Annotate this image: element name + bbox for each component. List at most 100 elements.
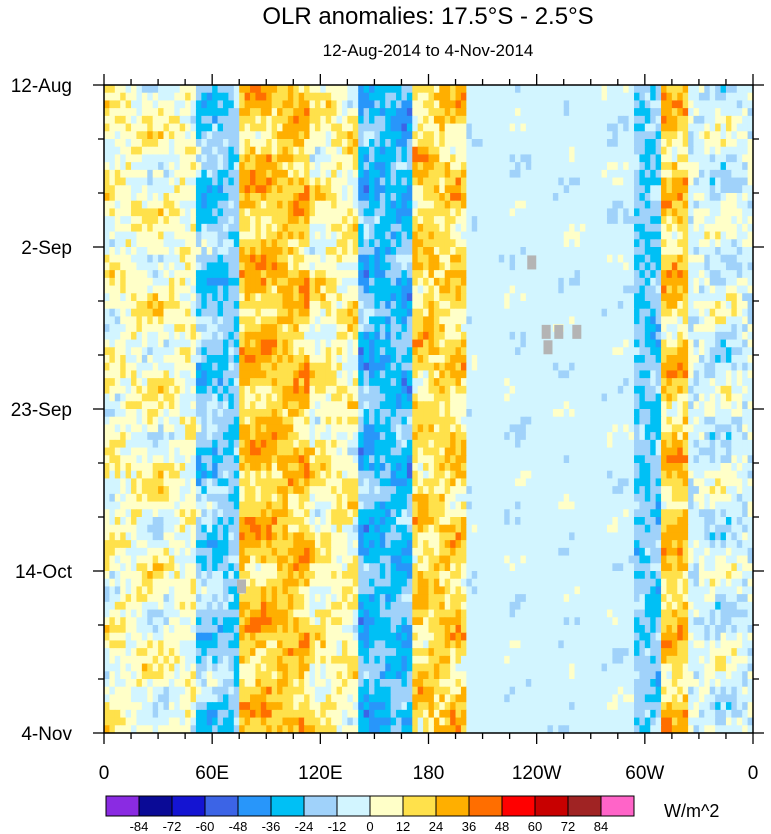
- field-cell: [239, 115, 246, 125]
- field-cell: [158, 262, 165, 271]
- field-cell: [515, 331, 522, 341]
- field-cell: [650, 355, 657, 364]
- field-cell: [358, 185, 365, 194]
- field-cell: [623, 193, 630, 202]
- field-cell: [179, 108, 186, 117]
- field-cell: [206, 247, 213, 256]
- field-cell: [168, 362, 175, 372]
- field-cell: [547, 270, 554, 279]
- field-cell: [412, 177, 419, 186]
- field-cell: [369, 193, 376, 202]
- field-cell: [363, 308, 370, 318]
- field-cell: [455, 362, 462, 372]
- field-cell: [677, 370, 684, 379]
- field-cell: [747, 216, 754, 225]
- field-cell: [498, 231, 505, 240]
- field-cell: [509, 362, 516, 372]
- field-cell: [428, 208, 435, 217]
- field-cell: [396, 308, 403, 318]
- field-cell: [390, 339, 397, 348]
- field-cell: [617, 108, 624, 117]
- field-cell: [650, 385, 657, 395]
- field-cell: [417, 385, 424, 395]
- field-cell: [525, 231, 532, 240]
- field-cell: [720, 324, 727, 333]
- field-cell: [347, 316, 354, 325]
- field-cell: [709, 123, 716, 132]
- field-cell: [563, 247, 570, 256]
- field-cell: [320, 193, 327, 202]
- field-cell: [401, 146, 408, 156]
- field-cell: [590, 123, 597, 132]
- field-cell: [682, 115, 689, 125]
- field-cell: [704, 100, 711, 109]
- field-cell: [163, 139, 170, 148]
- field-cell: [125, 247, 132, 256]
- field-cell: [104, 285, 111, 294]
- field-cell: [239, 200, 246, 210]
- field-cell: [260, 216, 267, 225]
- field-cell: [644, 185, 651, 194]
- field-cell: [109, 370, 116, 379]
- field-cell: [552, 301, 559, 310]
- field-cell: [120, 177, 127, 186]
- field-cell: [617, 200, 624, 210]
- field-cell: [688, 200, 695, 210]
- field-cell: [282, 223, 289, 233]
- field-cell: [125, 293, 132, 302]
- field-cell: [715, 85, 722, 94]
- field-cell: [152, 393, 159, 402]
- field-cell: [320, 216, 327, 225]
- field-cell: [428, 123, 435, 132]
- field-cell: [255, 216, 262, 225]
- field-cell: [482, 277, 489, 287]
- field-cell: [239, 362, 246, 372]
- field-cell: [471, 270, 478, 279]
- field-cell: [250, 370, 257, 379]
- field-cell: [590, 92, 597, 102]
- field-cell: [131, 108, 138, 117]
- field-cell: [282, 316, 289, 325]
- field-cell: [369, 185, 376, 194]
- field-cell: [498, 123, 505, 132]
- field-cell: [590, 115, 597, 125]
- field-cell: [596, 247, 603, 256]
- field-cell: [639, 200, 646, 210]
- field-cell: [179, 378, 186, 387]
- field-cell: [428, 285, 435, 294]
- field-cell: [206, 393, 213, 402]
- field-cell: [563, 277, 570, 287]
- field-cell: [244, 316, 251, 325]
- field-cell: [590, 355, 597, 364]
- field-cell: [147, 239, 154, 248]
- field-cell: [260, 316, 267, 325]
- field-cell: [671, 216, 678, 225]
- field-cell: [331, 231, 338, 240]
- field-cell: [455, 393, 462, 402]
- field-cell: [661, 85, 668, 94]
- field-cell: [450, 378, 457, 387]
- field-cell: [282, 355, 289, 364]
- field-cell: [358, 177, 365, 186]
- field-cell: [731, 385, 738, 395]
- field-cell: [682, 270, 689, 279]
- field-cell: [282, 177, 289, 186]
- field-cell: [195, 115, 202, 125]
- field-cell: [455, 200, 462, 210]
- field-cell: [477, 208, 484, 217]
- field-cell: [401, 308, 408, 318]
- field-cell: [471, 100, 478, 109]
- field-cell: [520, 285, 527, 294]
- field-cell: [417, 208, 424, 217]
- field-cell: [347, 293, 354, 302]
- field-cell: [293, 115, 300, 125]
- field-cell: [217, 239, 224, 248]
- field-cell: [212, 270, 219, 279]
- field-cell: [228, 277, 235, 287]
- field-cell: [552, 378, 559, 387]
- field-cell: [185, 277, 192, 287]
- field-cell: [709, 378, 716, 387]
- field-cell: [433, 162, 440, 171]
- field-cell: [293, 200, 300, 210]
- field-cell: [520, 385, 527, 395]
